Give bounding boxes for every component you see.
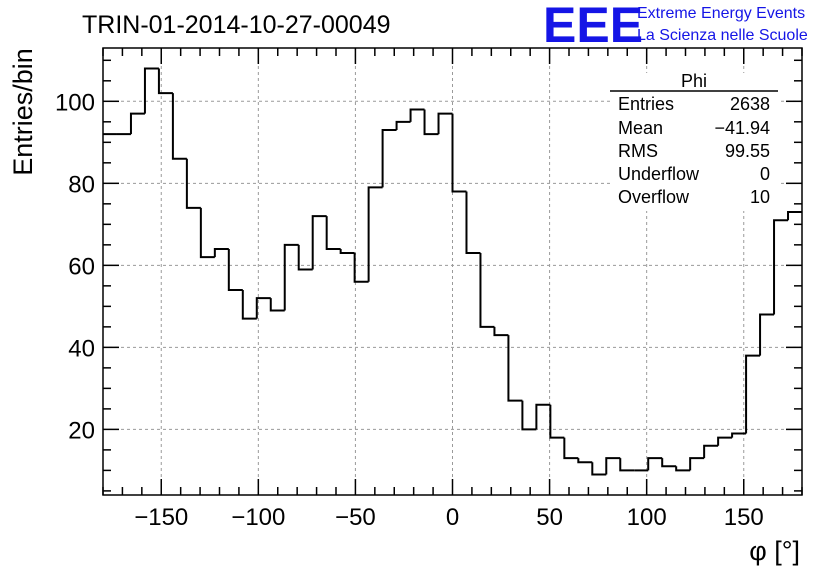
x-tick-label: −50 [335, 504, 376, 531]
y-axis-label: Entries/bin [8, 48, 38, 176]
x-tick-label: 50 [536, 504, 563, 531]
axes [102, 48, 803, 495]
histogram-bin [423, 109, 439, 136]
histogram-bin [689, 457, 705, 471]
histogram-bin [395, 120, 411, 131]
x-tick-label: −100 [231, 504, 285, 531]
stats-value-mean: −41.94 [714, 118, 770, 138]
histogram-bin [171, 93, 187, 160]
histogram-bin [535, 403, 551, 430]
histogram-bin [241, 289, 257, 320]
stats-label-rms: RMS [618, 141, 658, 161]
stats-label-overflow: Overflow [618, 187, 690, 207]
histogram-bin [577, 458, 593, 464]
stats-box-title: Phi [681, 71, 707, 91]
histogram-bin [437, 112, 453, 135]
histogram-bin [283, 243, 299, 311]
y-tick-label: 40 [68, 335, 95, 362]
histogram-bin [213, 247, 229, 258]
x-axis-label: φ [°] [749, 536, 800, 566]
histogram-bin [521, 400, 537, 431]
x-tick-label: −150 [134, 504, 188, 531]
histogram-series [103, 67, 802, 476]
histogram-bin [409, 108, 425, 122]
histogram-bin [353, 253, 369, 283]
histogram-bin [227, 248, 243, 291]
eee-logo-line1: Extreme Energy Events [637, 5, 805, 22]
histogram-bin [465, 191, 481, 255]
histogram-bin [591, 462, 607, 476]
histogram-bin [745, 354, 761, 434]
x-tick-label: 100 [627, 504, 667, 531]
histogram-bin [675, 466, 691, 472]
y-tick-label: 60 [68, 253, 95, 280]
stats-value-rms: 99.55 [725, 141, 770, 161]
histogram-bin [787, 211, 802, 221]
histogram-bin [605, 457, 621, 475]
chart-title: TRIN-01-2014-10-27-00049 [82, 11, 391, 39]
y-tick-label: 80 [68, 171, 95, 198]
histogram-bin [199, 207, 215, 259]
y-tick-label: 20 [68, 417, 95, 444]
histogram-bin [619, 458, 635, 472]
stats-value-underflow: 0 [760, 164, 770, 184]
stats-box-background [610, 73, 778, 211]
histogram-bin [703, 444, 719, 459]
histogram-bin [367, 186, 383, 282]
histogram-bin [143, 67, 159, 114]
x-tick-label: 0 [446, 504, 459, 531]
eee-logo-mark: EEE [543, 0, 643, 53]
histogram-bin [129, 112, 145, 135]
histogram-bin [311, 215, 327, 270]
histogram-bin [381, 129, 397, 188]
histogram-bin [563, 437, 579, 460]
x-tick-label: 150 [724, 504, 764, 531]
histogram-bin [451, 113, 467, 193]
histogram-bin [731, 432, 747, 438]
histogram-bin [185, 158, 201, 209]
histogram-bin [759, 313, 775, 356]
stats-box: Phi Entries 2638 Mean −41.94 RMS 99.55 U… [610, 71, 778, 211]
histogram-bin [549, 404, 565, 439]
stats-label-entries: Entries [618, 94, 674, 114]
histogram-bin [255, 297, 271, 319]
histogram-bin [773, 219, 789, 315]
stats-value-overflow: 10 [750, 187, 770, 207]
histogram-bin [647, 457, 663, 471]
stats-label-underflow: Underflow [618, 164, 700, 184]
histogram-bin [339, 248, 355, 255]
stats-value-entries: 2638 [730, 94, 770, 114]
histogram-bin [325, 216, 341, 250]
histogram-bin [157, 68, 173, 95]
stats-label-mean: Mean [618, 118, 663, 138]
histogram-bin [507, 335, 523, 402]
histogram-bin [479, 253, 495, 328]
eee-logo-line2: La Scienza nelle Scuole [637, 27, 808, 44]
y-tick-label: 100 [55, 89, 95, 116]
histogram-bin [269, 298, 285, 312]
histogram-bin [297, 244, 313, 271]
histogram-bin [661, 458, 677, 468]
histogram-bin [493, 326, 509, 337]
eee-logo: EEE Extreme Energy Events La Scienza nel… [543, 0, 808, 53]
histogram-bin [717, 436, 733, 446]
